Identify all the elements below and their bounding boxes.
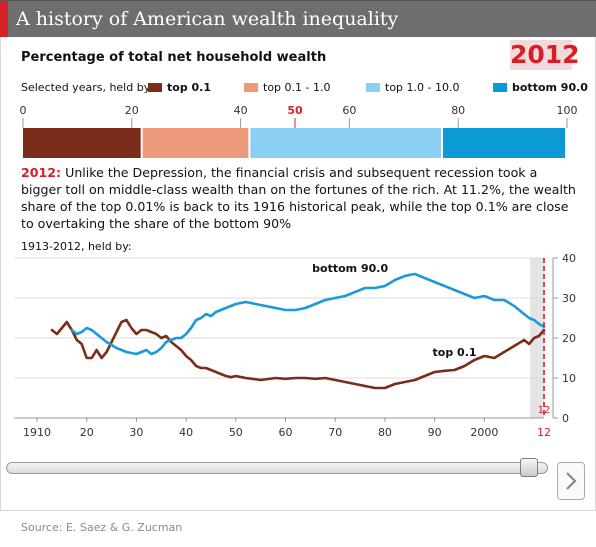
chart-description: 2012: Unlike the Depression, the financi… bbox=[21, 164, 577, 232]
legend-item-top-1-0-10-0: top 1.0 - 10.0 bbox=[366, 81, 459, 94]
description-year: 2012: bbox=[21, 165, 62, 180]
legend-swatch bbox=[244, 83, 258, 92]
line-chart-heading: 1913-2012, held by: bbox=[21, 240, 132, 253]
x-tick-label: 12 bbox=[537, 426, 551, 439]
slider-track[interactable] bbox=[6, 462, 548, 474]
bar-segment bbox=[442, 128, 565, 158]
year-slider[interactable] bbox=[6, 458, 548, 477]
y-tick-label: 20 bbox=[562, 332, 576, 345]
bar-tick-label: 40 bbox=[234, 104, 248, 117]
y-tick-label: 30 bbox=[562, 292, 576, 305]
series-annotation: top 0.1 bbox=[433, 346, 477, 359]
source-note: Source: E. Saez & G. Zucman bbox=[21, 521, 183, 534]
legend-label: top 0.1 bbox=[167, 81, 212, 94]
x-tick-label: 20 bbox=[80, 426, 94, 439]
legend-label: top 1.0 - 10.0 bbox=[385, 81, 460, 94]
y-tick-label: 10 bbox=[562, 372, 576, 385]
bar-segment bbox=[250, 128, 441, 158]
x-tick-label: 1910 bbox=[23, 426, 51, 439]
chevron-right-icon bbox=[566, 472, 577, 490]
stacked-bar-chart: 0 20 40 50 60 80 100 bbox=[20, 104, 578, 158]
legend-item-bottom-90-0: bottom 90.0 bbox=[493, 81, 588, 94]
series-line bbox=[70, 272, 546, 356]
legend-lead: Selected years, held by: bbox=[21, 81, 154, 94]
x-tick-label: 80 bbox=[378, 426, 392, 439]
line-chart: 0 10 20 30 40 1910 20 30 40 50 60 70 80 90 2000 12 12 bot… bbox=[14, 252, 576, 439]
x-tick-label: 30 bbox=[129, 426, 143, 439]
legend-item-top-0-1-1-0: top 0.1 - 1.0 bbox=[244, 81, 330, 94]
bar-segment bbox=[23, 128, 141, 158]
legend-label: bottom 90.0 bbox=[512, 81, 588, 94]
y-tick-label: 0 bbox=[562, 412, 569, 425]
bar-segment bbox=[142, 128, 249, 158]
legend-swatch bbox=[366, 83, 380, 92]
series-annotation: bottom 90.0 bbox=[312, 262, 388, 275]
legend-label: top 0.1 - 1.0 bbox=[263, 81, 331, 94]
y-tick-label: 40 bbox=[562, 252, 576, 265]
slider-handle[interactable] bbox=[520, 458, 538, 477]
x-tick-label: 2000 bbox=[470, 426, 498, 439]
bar-tick-label: 0 bbox=[20, 104, 27, 117]
next-button[interactable] bbox=[557, 462, 585, 500]
header-accent bbox=[0, 1, 8, 37]
selected-year-badge: 2012 bbox=[510, 40, 580, 70]
x-tick-label: 40 bbox=[179, 426, 193, 439]
bar-tick-label: 60 bbox=[342, 104, 356, 117]
series-line bbox=[50, 318, 546, 390]
x-tick-label: 70 bbox=[328, 426, 342, 439]
x-tick-label: 90 bbox=[428, 426, 442, 439]
chart-subtitle: Percentage of total net household wealth bbox=[21, 50, 327, 65]
bar-tick-label: 100 bbox=[557, 104, 578, 117]
bar-tick-label: 50 bbox=[287, 104, 303, 117]
description-text: Unlike the Depression, the financial cri… bbox=[21, 165, 576, 231]
legend-swatch bbox=[493, 83, 507, 92]
header-bar: A history of American wealth inequality bbox=[0, 0, 596, 37]
legend-swatch bbox=[148, 83, 162, 92]
highlight-label: 12 bbox=[538, 405, 551, 416]
legend-item-top-0-1: top 0.1 bbox=[148, 81, 211, 94]
bar-tick-label: 20 bbox=[125, 104, 139, 117]
bar-tick-label: 80 bbox=[451, 104, 465, 117]
page-title: A history of American wealth inequality bbox=[16, 8, 399, 30]
x-tick-label: 60 bbox=[279, 426, 293, 439]
x-tick-label: 50 bbox=[229, 426, 243, 439]
